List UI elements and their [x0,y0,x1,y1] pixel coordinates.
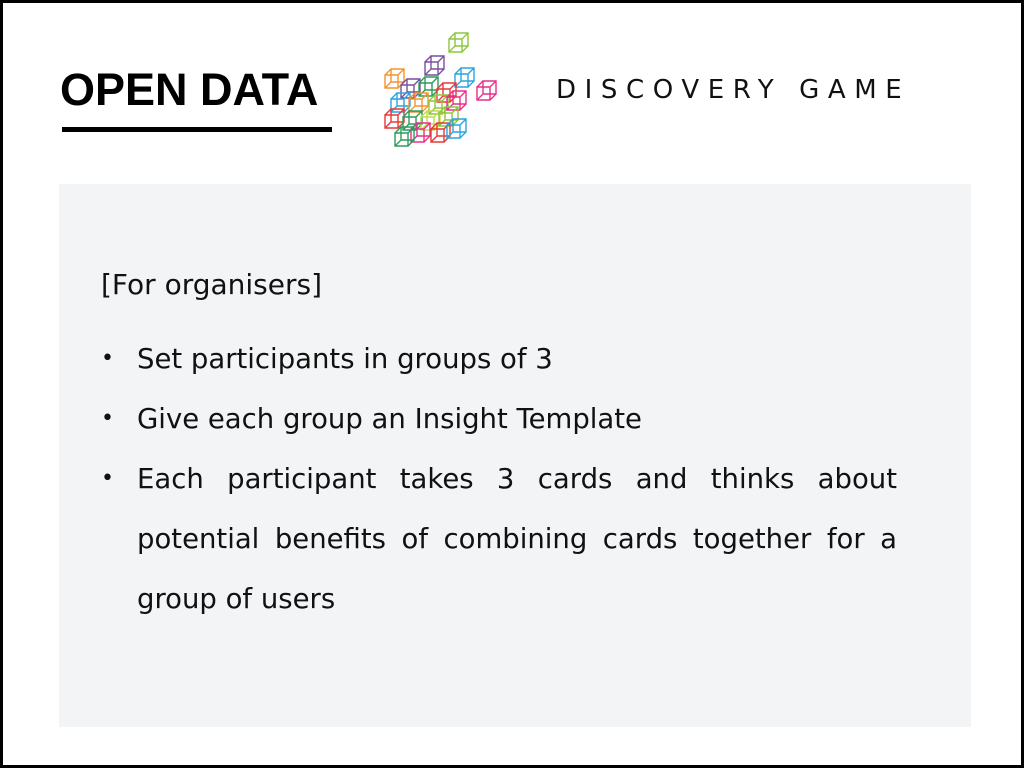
instructions-panel: [For organisers] • Set participants in g… [59,184,971,727]
title-block: OPEN DATA [60,64,332,132]
list-item-text: Set participants in groups of 3 [137,343,553,375]
bullet-icon: • [101,466,114,491]
logo-cube [418,76,439,97]
page-title: OPEN DATA [60,64,319,115]
logo-cube [394,126,415,147]
logo-cube [428,94,449,115]
logo-cube [402,110,423,131]
logo-cube [400,78,421,99]
logo-cube [446,118,467,139]
bullet-icon: • [101,346,114,371]
logo-cube [424,55,445,76]
logo-cube [438,106,459,127]
logo-cube [410,122,431,143]
page-subtitle: DISCOVERY GAME [556,75,911,105]
list-item-text: Each participant takes 3 cards and think… [137,463,897,615]
logo-cube [384,108,405,129]
list-item-text: Give each group an Insight Template [137,403,642,435]
logo-cube [454,67,475,88]
list-item: • Each participant takes 3 cards and thi… [101,449,897,629]
logo-cube [476,80,497,101]
logo-cube [446,90,467,111]
cube-cluster-logo-icon [384,32,497,147]
logo-cube [420,110,441,131]
list-item: • Set participants in groups of 3 [101,329,897,389]
bullet-icon: • [101,406,114,431]
list-item: • Give each group an Insight Template [101,389,897,449]
title-underline [62,127,332,132]
logo-cube [448,32,469,53]
panel-heading: [For organisers] [101,268,323,301]
logo-cube [436,82,457,103]
instruction-list: • Set participants in groups of 3 • Give… [101,329,897,629]
